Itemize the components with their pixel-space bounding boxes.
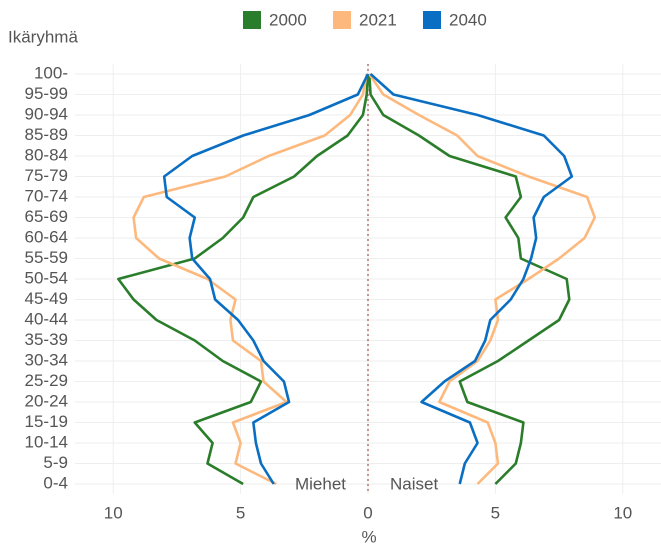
line-men <box>117 73 370 486</box>
legend-swatch <box>243 11 261 29</box>
line-men <box>162 73 370 485</box>
legend-swatch <box>423 11 441 29</box>
y-tick-label: 75-79 <box>25 166 68 185</box>
line-women <box>369 73 574 485</box>
y-tick-label: 30-34 <box>25 350 68 369</box>
line-men <box>132 73 369 486</box>
y-tick-label: 35-39 <box>25 330 68 349</box>
y-tick-label: 55-59 <box>25 248 68 267</box>
legend-swatch <box>333 11 351 29</box>
y-tick-label: 100- <box>34 63 68 82</box>
y-tick-label: 5-9 <box>43 453 68 472</box>
y-tick-label: 15-19 <box>25 412 68 431</box>
legend-label: 2000 <box>269 10 307 29</box>
y-tick-label: 90-94 <box>25 104 68 123</box>
y-tick-label: 45-49 <box>25 289 68 308</box>
y-tick-label: 65-69 <box>25 207 68 226</box>
y-tick-label: 60-64 <box>25 227 68 246</box>
y-tick-label: 80-84 <box>25 145 68 164</box>
y-tick-label: 85-89 <box>25 125 68 144</box>
legend-label: 2040 <box>449 10 487 29</box>
y-tick-label: 25-29 <box>25 371 68 390</box>
y-tick-label: 70-74 <box>25 186 68 205</box>
line-women <box>367 73 571 485</box>
y-tick-label: 20-24 <box>25 391 68 410</box>
legend-label: 2021 <box>359 10 397 29</box>
annotation: Miehet <box>295 474 346 493</box>
y-tick-label: 50-54 <box>25 268 68 287</box>
line-women <box>368 73 597 485</box>
y-tick-label: 95-99 <box>25 84 68 103</box>
x-tick-label: 0 <box>363 503 372 522</box>
x-axis-label: % <box>361 527 376 546</box>
y-tick-label: 40-44 <box>25 309 68 328</box>
annotation: Naiset <box>390 474 438 493</box>
x-tick-label: 5 <box>491 503 500 522</box>
y-axis-title: Ikäryhmä <box>8 27 78 46</box>
y-tick-label: 0-4 <box>43 473 68 492</box>
y-tick-label: 10-14 <box>25 432 68 451</box>
x-tick-label: 10 <box>104 503 123 522</box>
x-tick-label: 10 <box>613 503 632 522</box>
x-tick-label: 5 <box>236 503 245 522</box>
